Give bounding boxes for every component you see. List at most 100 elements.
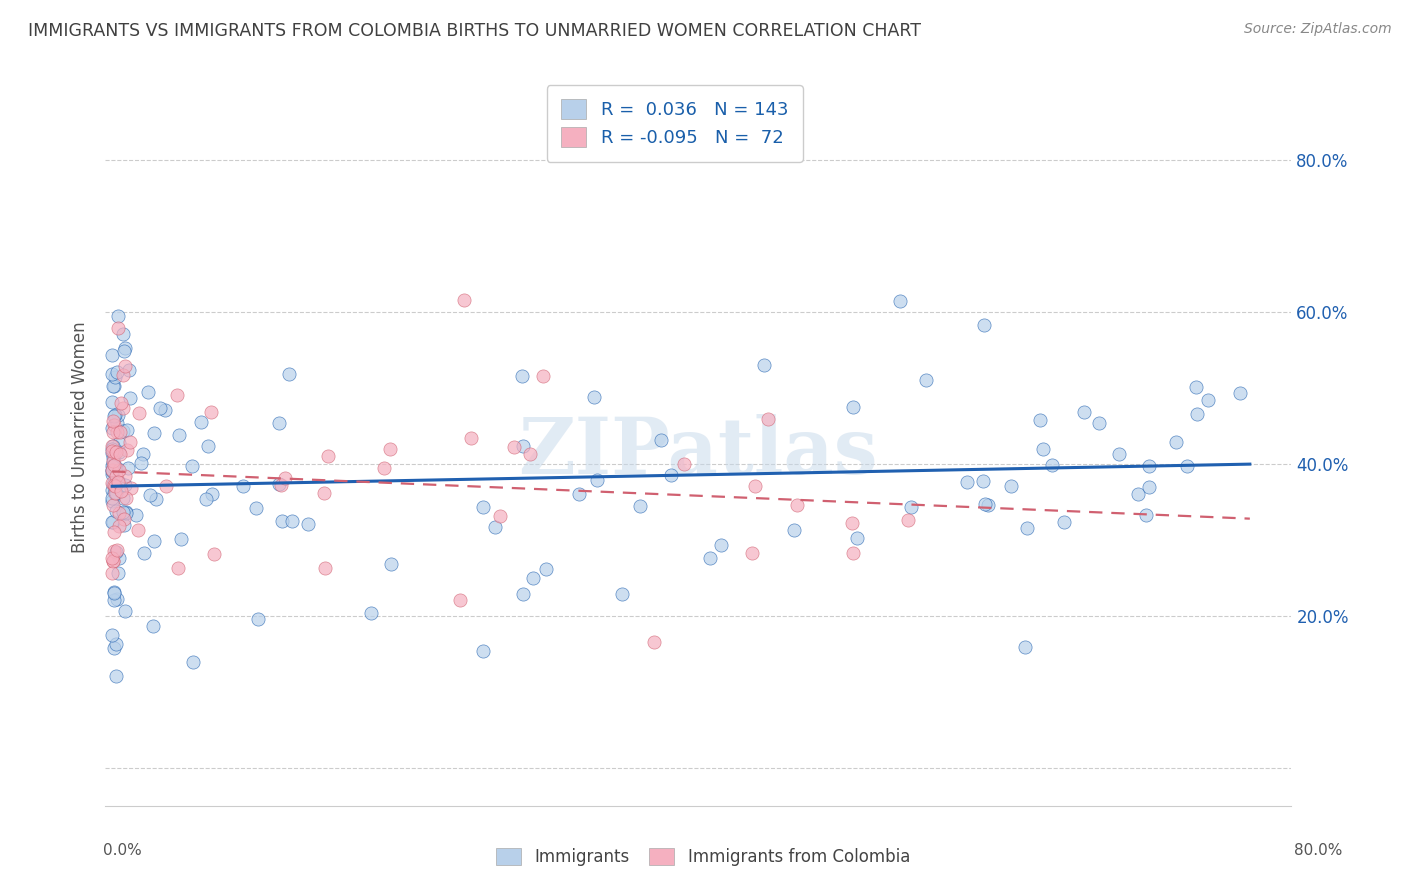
Point (710, 538, 733, 552)
Point (170, 532, 193, 546)
Point (107, 320, 129, 334)
Point (101, 498, 124, 512)
Point (101, 451, 124, 466)
Point (103, 486, 125, 500)
Point (108, 475, 131, 490)
Legend: R =  0.036   N = 143, R = -0.095   N =  72: R = 0.036 N = 143, R = -0.095 N = 72 (547, 85, 803, 161)
Point (104, 504, 127, 518)
Text: IMMIGRANTS VS IMMIGRANTS FROM COLOMBIA BIRTHS TO UNMARRIED WOMEN CORRELATION CHA: IMMIGRANTS VS IMMIGRANTS FROM COLOMBIA B… (28, 22, 921, 40)
Point (190, 415, 212, 429)
Point (195, 491, 218, 506)
Point (101, 348, 124, 362)
Point (101, 446, 124, 460)
Point (103, 586, 125, 600)
Point (110, 396, 132, 410)
Point (1014, 640, 1036, 654)
Point (267, 416, 290, 430)
Point (117, 442, 139, 457)
Point (101, 394, 124, 409)
Point (502, 440, 524, 454)
Point (101, 458, 124, 473)
Text: 0.0%: 0.0% (103, 843, 142, 858)
Point (107, 475, 129, 490)
Point (197, 439, 219, 453)
Point (101, 515, 124, 529)
Point (107, 566, 129, 580)
Point (1137, 480, 1160, 494)
Point (136, 385, 159, 400)
Point (125, 508, 148, 523)
Point (101, 483, 124, 497)
Point (101, 367, 124, 381)
Point (112, 401, 135, 416)
Point (672, 458, 695, 472)
Point (108, 425, 131, 439)
Point (108, 447, 131, 461)
Point (105, 425, 128, 440)
Point (107, 408, 129, 422)
Point (297, 517, 319, 532)
Point (103, 458, 125, 472)
Point (900, 500, 922, 515)
Point (1108, 447, 1130, 461)
Point (101, 462, 124, 476)
Point (842, 546, 865, 560)
Point (628, 499, 651, 513)
Point (112, 344, 135, 359)
Point (280, 515, 302, 529)
Point (101, 628, 124, 642)
Point (101, 554, 124, 568)
Point (246, 612, 269, 626)
Point (973, 318, 995, 332)
Point (132, 447, 155, 461)
Point (101, 421, 124, 435)
Point (101, 442, 124, 456)
Point (103, 592, 125, 607)
Point (103, 459, 125, 474)
Point (111, 326, 134, 341)
Point (108, 518, 131, 533)
Point (1017, 521, 1039, 535)
Point (1197, 393, 1219, 408)
Point (114, 468, 136, 483)
Point (976, 498, 998, 512)
Point (1032, 442, 1054, 457)
Point (1029, 412, 1052, 426)
Point (314, 561, 336, 575)
Point (889, 294, 911, 309)
Point (105, 592, 128, 607)
Point (1087, 416, 1109, 430)
Point (107, 365, 129, 379)
Point (104, 637, 127, 651)
Point (699, 551, 721, 566)
Point (489, 509, 512, 524)
Point (267, 477, 290, 491)
Point (741, 546, 763, 560)
Point (1128, 487, 1150, 501)
Point (612, 587, 634, 601)
Point (107, 310, 129, 324)
Point (360, 607, 382, 621)
Point (114, 341, 136, 355)
Point (103, 525, 125, 540)
Point (107, 445, 129, 459)
Point (586, 473, 609, 487)
Text: 80.0%: 80.0% (1295, 843, 1343, 858)
Point (103, 478, 125, 492)
Point (107, 435, 129, 450)
Point (1185, 380, 1208, 394)
Point (114, 478, 136, 492)
Point (512, 439, 534, 453)
Point (103, 425, 125, 439)
Point (101, 455, 124, 469)
Point (103, 543, 125, 558)
Point (112, 368, 135, 382)
Point (120, 391, 142, 405)
Point (114, 604, 136, 618)
Point (167, 561, 190, 575)
Point (112, 512, 135, 526)
Point (153, 403, 176, 417)
Point (531, 369, 554, 384)
Point (449, 593, 471, 607)
Point (200, 404, 222, 418)
